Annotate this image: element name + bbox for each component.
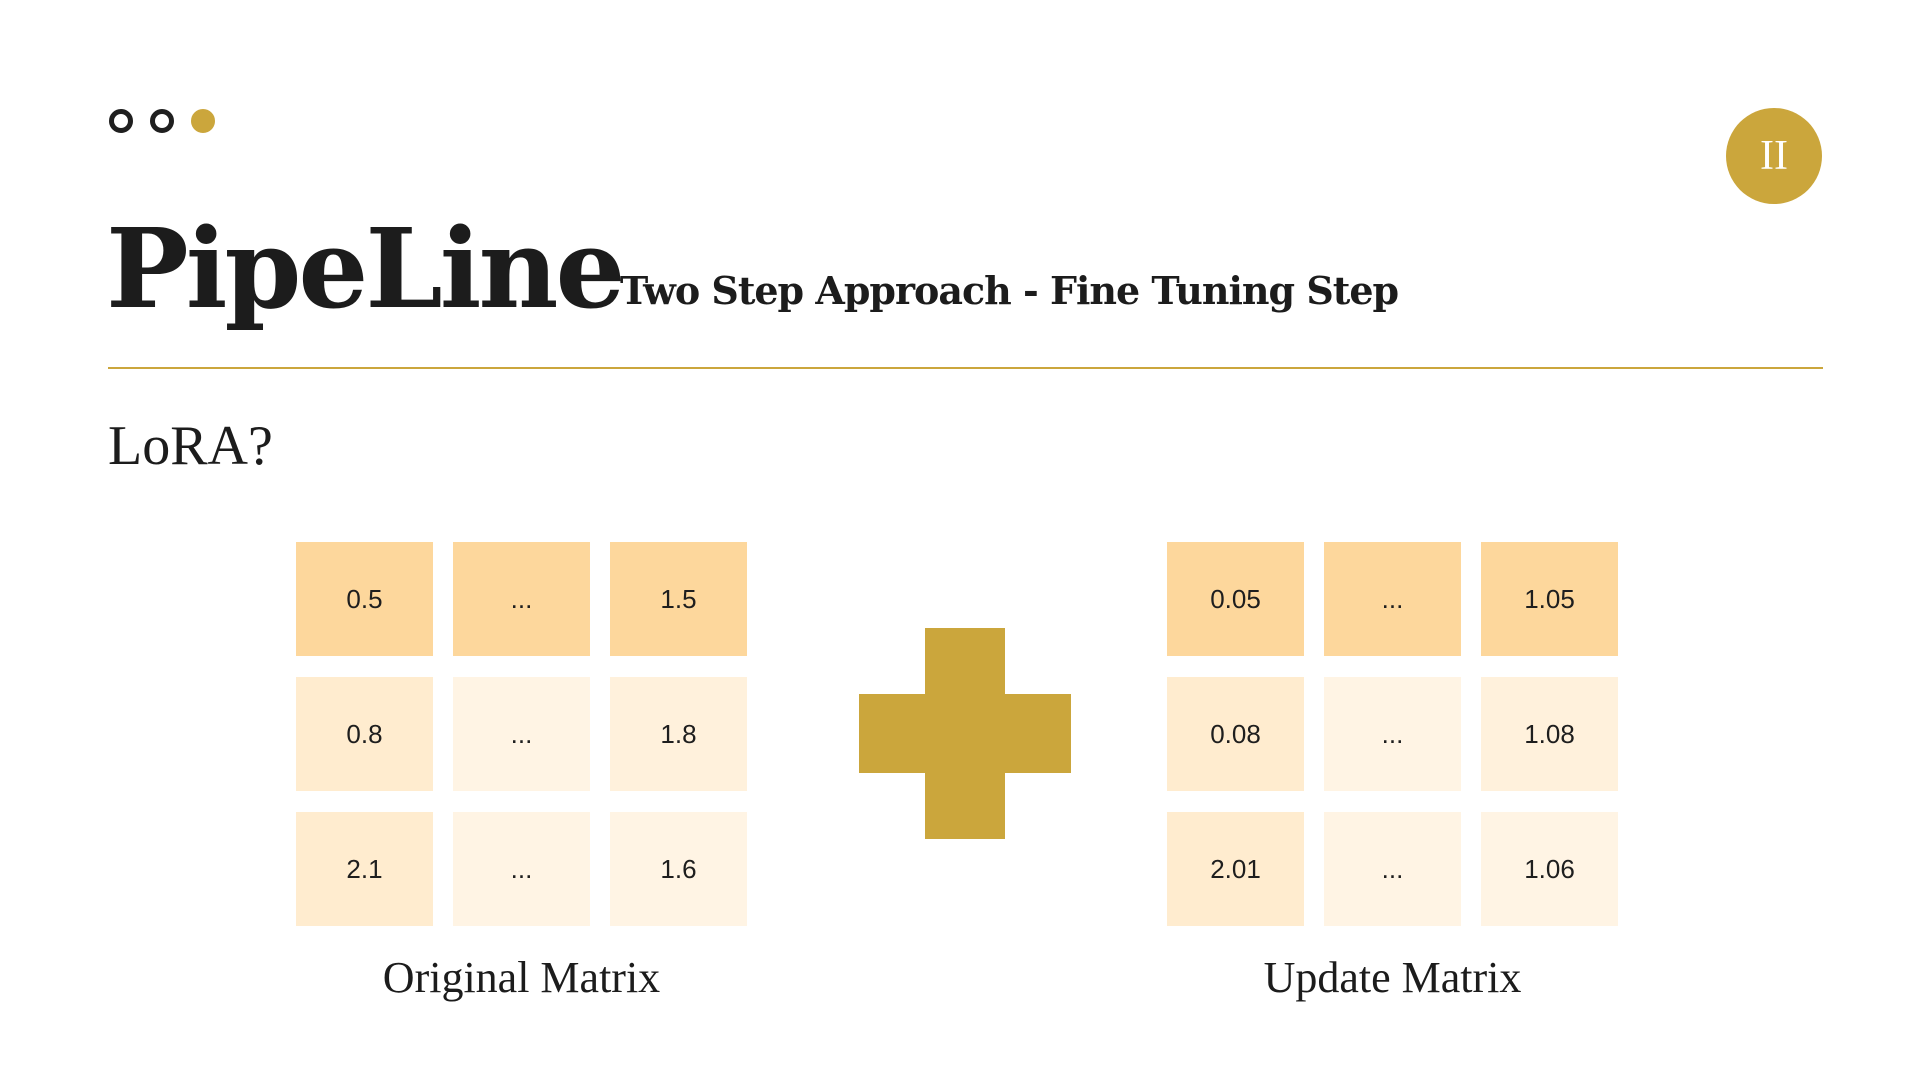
- section-heading: LoRA?: [108, 415, 273, 477]
- page-title: PipeLine: [106, 204, 625, 333]
- dot-icon: [150, 109, 174, 133]
- dot-active-icon: [191, 109, 215, 133]
- matrix-cell: 1.06: [1481, 812, 1618, 926]
- matrix-cell: 2.1: [296, 812, 433, 926]
- matrix-cell: 0.8: [296, 677, 433, 791]
- matrix-cell: ...: [1324, 677, 1461, 791]
- matrix-cell: 1.8: [610, 677, 747, 791]
- matrix-cell: ...: [453, 677, 590, 791]
- matrix-cell: 1.6: [610, 812, 747, 926]
- dot-icon: [109, 109, 133, 133]
- update-matrix-caption: Update Matrix: [1263, 953, 1522, 1002]
- matrix-cell: ...: [453, 542, 590, 656]
- update-matrix: 0.05 ... 1.05 0.08 ... 1.08 2.01 ... 1.0…: [1167, 542, 1618, 926]
- section-badge: II: [1726, 108, 1822, 204]
- matrix-cell: 0.05: [1167, 542, 1304, 656]
- plus-icon: [859, 628, 1071, 839]
- matrix-cell: 1.5: [610, 542, 747, 656]
- matrix-cell: ...: [1324, 542, 1461, 656]
- original-matrix-caption: Original Matrix: [382, 953, 661, 1002]
- matrix-cell: 0.5: [296, 542, 433, 656]
- page-subtitle: Two Step Approach - Fine Tuning Step: [620, 268, 1399, 313]
- matrix-cell: 2.01: [1167, 812, 1304, 926]
- matrix-cell: 1.05: [1481, 542, 1618, 656]
- matrix-cell: ...: [453, 812, 590, 926]
- original-matrix: 0.5 ... 1.5 0.8 ... 1.8 2.1 ... 1.6: [296, 542, 747, 926]
- matrix-cell: 0.08: [1167, 677, 1304, 791]
- title-divider: [108, 367, 1823, 369]
- matrix-cell: 1.08: [1481, 677, 1618, 791]
- matrix-cell: ...: [1324, 812, 1461, 926]
- slide-dots: [109, 109, 215, 133]
